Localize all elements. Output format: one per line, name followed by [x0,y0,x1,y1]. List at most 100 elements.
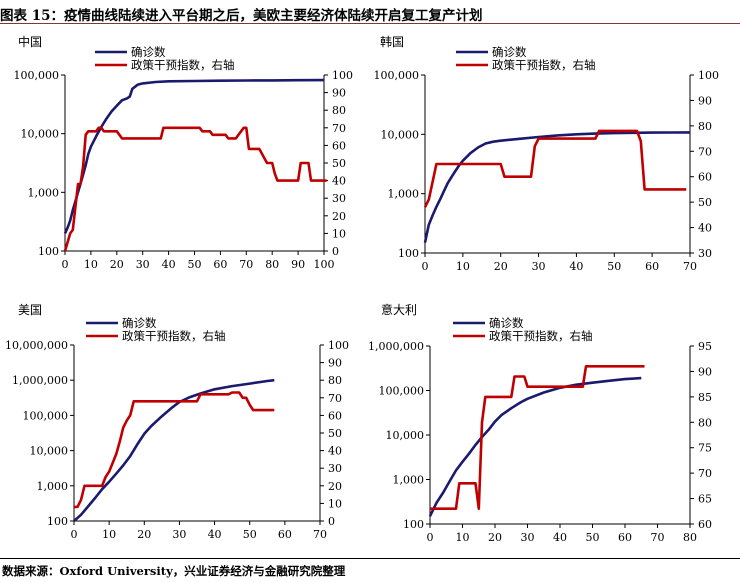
left-tick-label: 100,000 [14,69,60,82]
right-tick-label: 70 [698,467,712,480]
chart-title: 中国 [18,34,42,49]
chart-title: 意大利 [381,302,417,317]
x-tick-label: 70 [683,260,697,273]
left-tick-label: 100 [47,515,68,528]
left-tick-label: 1,000,000 [12,374,68,387]
policy-index-line [430,364,645,511]
right-tick-label: 65 [698,493,712,506]
x-tick-label: 60 [278,528,292,541]
legend-cases-label: 确诊数 [489,316,524,330]
x-tick-label: 20 [488,531,502,544]
right-tick-label: 100 [332,69,353,82]
right-tick-label: 90 [698,94,712,107]
right-tick-label: 30 [328,462,342,475]
right-tick-label: 50 [328,427,342,440]
left-tick-label: 1,000 [388,188,420,201]
right-tick-label: 20 [332,210,346,223]
left-tick-label: 1,000,000 [368,340,424,353]
x-tick-label: 80 [683,531,697,544]
figure-title: 图表 15：疫情曲线陆续进入平台期之后，美欧主要经济体陆续开启复工复产计划 [0,8,483,24]
left-tick-label: 100,000 [374,69,420,82]
x-tick-label: 90 [291,258,305,271]
right-tick-label: 70 [332,122,346,135]
x-tick-label: 30 [172,528,186,541]
legend-policy-label: 政策干预指数，右轴 [489,329,593,343]
cases-line [428,376,642,517]
right-tick-label: 60 [698,518,712,531]
policy-index-line [63,126,327,252]
left-tick-label: 10,000,000 [5,339,68,352]
x-tick-label: 10 [456,260,470,273]
right-tick-label: 90 [332,87,346,100]
x-tick-label: 40 [553,531,567,544]
policy-index-line [74,391,275,509]
x-tick-label: 0 [422,260,429,273]
x-tick-label: 50 [607,260,621,273]
x-tick-label: 0 [71,528,78,541]
legend-cases-label: 确诊数 [131,45,166,59]
left-tick-label: 1,000 [393,474,425,487]
left-tick-label: 10,000 [30,445,69,458]
right-tick-label: 70 [328,392,342,405]
left-tick-label: 100 [38,245,59,258]
left-tick-label: 10,000 [21,128,60,141]
right-tick-label: 0 [332,245,339,258]
right-tick-label: 50 [698,196,712,209]
x-tick-label: 100 [314,258,335,271]
legend-policy-label: 政策干预指数，右轴 [122,329,226,343]
right-tick-label: 90 [328,357,342,370]
source-note: 数据来源：Oxford University，兴业证券经济与金融研究院整理 [2,564,346,578]
right-tick-label: 100 [328,339,349,352]
charts-canvas: 中国1001,00010,000100,00001020304050607080… [5,34,720,544]
right-tick-label: 40 [328,445,342,458]
chart-title: 美国 [18,303,42,317]
left-tick-label: 10,000 [381,128,420,141]
x-tick-label: 60 [645,260,659,273]
right-tick-label: 60 [332,139,346,152]
right-tick-label: 60 [698,171,712,184]
x-tick-label: 70 [239,258,253,271]
legend-policy-label: 政策干预指数，右轴 [492,58,596,72]
right-tick-label: 85 [698,391,712,404]
right-tick-label: 40 [698,222,712,235]
x-tick-label: 0 [62,258,69,271]
right-tick-label: 90 [698,365,712,378]
cases-line [63,78,325,234]
title-rule [0,23,740,24]
x-tick-label: 10 [102,528,116,541]
right-tick-label: 10 [328,497,342,510]
x-tick-label: 80 [265,258,279,271]
x-tick-label: 30 [532,260,546,273]
left-tick-label: 100,000 [379,385,425,398]
x-tick-label: 20 [494,260,508,273]
right-tick-label: 60 [328,409,342,422]
chart-korea: 韩国1001,00010,000100,00030405060708090100… [374,34,720,273]
right-tick-label: 80 [698,416,712,429]
cases-line [73,378,275,522]
left-tick-label: 100 [398,247,419,260]
x-tick-label: 10 [84,258,98,271]
left-tick-label: 100,000 [23,409,69,422]
right-tick-label: 0 [328,515,335,528]
legend-policy-label: 政策干预指数，右轴 [131,58,235,72]
x-tick-label: 40 [208,528,222,541]
left-tick-label: 1,000 [28,186,60,199]
x-tick-label: 10 [456,531,470,544]
right-tick-label: 100 [698,69,719,82]
right-tick-label: 30 [698,247,712,260]
x-tick-label: 70 [651,531,665,544]
x-tick-label: 50 [243,528,257,541]
x-tick-label: 40 [162,258,176,271]
x-tick-label: 60 [618,531,632,544]
right-tick-label: 70 [698,145,712,158]
right-tick-label: 10 [332,227,346,240]
x-tick-label: 30 [521,531,535,544]
policy-index-line [423,129,687,208]
x-tick-label: 50 [586,531,600,544]
right-tick-label: 80 [332,104,346,117]
x-tick-label: 30 [136,258,150,271]
x-tick-label: 60 [213,258,227,271]
right-tick-label: 50 [332,157,346,170]
left-tick-label: 100 [403,518,424,531]
x-tick-label: 40 [569,260,583,273]
